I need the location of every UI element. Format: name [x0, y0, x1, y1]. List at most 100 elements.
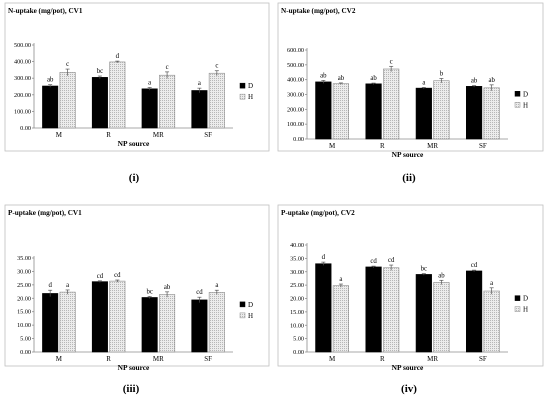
significance-letter: d — [116, 53, 120, 60]
y-tick-label: 30.00 — [17, 268, 31, 275]
bar-d-sf — [465, 86, 483, 140]
significance-letter: bc — [146, 288, 152, 295]
bar-h-sf — [483, 87, 500, 140]
legend-label-h: H — [523, 101, 528, 109]
significance-letter: cd — [471, 262, 478, 269]
legend-label-h: H — [248, 93, 253, 101]
significance-letter: d — [48, 282, 52, 289]
significance-letter: a — [198, 80, 201, 87]
significance-letter: cd — [114, 272, 121, 279]
significance-letter: cd — [97, 273, 104, 280]
bar-d-m — [42, 85, 59, 129]
category-label: MR — [153, 355, 164, 363]
bar-h-sf — [208, 292, 225, 353]
bar-d-sf — [191, 299, 208, 353]
legend-label-h: H — [523, 306, 528, 314]
y-tick-label: 25.00 — [17, 282, 31, 289]
panel-label: (i) — [129, 172, 140, 184]
y-tick-label: 35.00 — [17, 255, 31, 262]
y-tick-label: 0.00 — [20, 125, 31, 132]
bar-d-sf — [191, 90, 208, 129]
bar-d-mr — [415, 274, 432, 353]
category-label: SF — [204, 131, 212, 139]
bar-h-mr — [159, 74, 176, 129]
legend-swatch-d — [239, 301, 246, 308]
x-axis-title: NP source — [118, 139, 150, 148]
significance-letter: a — [215, 282, 218, 289]
y-tick-label: 30.00 — [290, 269, 304, 276]
chart-title: P-uptake (mg/pot), CV1 — [8, 209, 82, 217]
significance-letter: c — [66, 61, 69, 68]
bar-d-mr — [141, 297, 158, 353]
significance-letter: cd — [196, 289, 203, 296]
category-label: R — [380, 355, 385, 363]
significance-letter: ab — [438, 272, 445, 279]
significance-letter: a — [339, 276, 342, 283]
y-tick-label: 500.00 — [287, 62, 304, 69]
y-tick-label: 0.00 — [293, 349, 304, 356]
y-tick-label: 500.00 — [14, 42, 31, 49]
significance-letter: ab — [338, 75, 345, 82]
panel-label: (iv) — [401, 383, 417, 395]
bar-d-m — [42, 293, 59, 353]
y-tick-label: 20.00 — [17, 295, 31, 302]
significance-letter: bc — [421, 266, 427, 273]
significance-letter: c — [215, 63, 218, 70]
y-tick-label: 400.00 — [287, 77, 304, 84]
bar-d-sf — [465, 270, 483, 353]
significance-letter: ab — [370, 75, 377, 82]
bar-h-mr — [433, 282, 450, 353]
bar-h-r — [109, 61, 126, 129]
panel-label: (ii) — [402, 172, 416, 184]
x-axis-title: NP source — [392, 363, 424, 372]
y-tick-label: 40.00 — [290, 242, 304, 249]
x-axis-title: NP source — [118, 363, 150, 372]
category-label: MR — [153, 131, 164, 139]
bar-h-mr — [159, 294, 176, 353]
y-tick-label: 15.00 — [17, 309, 31, 316]
category-label: R — [380, 142, 385, 150]
y-tick-label: 200.00 — [287, 106, 304, 113]
legend-swatch-d — [239, 82, 246, 89]
y-tick-label: 5.00 — [293, 336, 304, 343]
y-tick-label: 200.00 — [14, 92, 31, 99]
category-label: M — [56, 355, 63, 363]
category-label: SF — [479, 142, 487, 150]
significance-letter: cd — [388, 257, 395, 264]
y-tick-label: 25.00 — [290, 282, 304, 289]
legend-swatch-h — [514, 306, 521, 312]
panel-label: (iii) — [123, 383, 140, 395]
y-tick-label: 35.00 — [290, 255, 304, 262]
category-label: SF — [204, 355, 212, 363]
significance-letter: c — [166, 64, 169, 71]
bar-d-r — [91, 77, 108, 129]
bar-d-r — [365, 266, 382, 353]
y-tick-label: 600.00 — [287, 47, 304, 54]
bar-d-r — [91, 281, 108, 353]
significance-letter: bc — [97, 68, 103, 75]
bar-d-m — [315, 263, 332, 353]
chart-panel-2: N-uptake (mg/pot), CV2 0.00 100.00 200.00 30… — [277, 2, 544, 184]
legend-swatch-h — [239, 93, 246, 100]
y-tick-label: 300.00 — [287, 92, 304, 99]
category-label: R — [106, 131, 111, 139]
x-axis-title: NP source — [392, 150, 424, 159]
bar-h-r — [109, 280, 126, 353]
legend-label-d: D — [523, 90, 528, 98]
chart-title: N-uptake (mg/pot), CV1 — [8, 7, 83, 15]
chart-panel-1: N-uptake (mg/pot), CV1 0.00 100.00 200.00 30… — [4, 2, 270, 184]
y-tick-label: 5.00 — [20, 336, 31, 343]
chart-title: P-uptake (mg/pot), CV2 — [281, 209, 355, 217]
y-tick-label: 20.00 — [290, 296, 304, 303]
category-label: M — [56, 131, 63, 139]
chart-panel-4: P-uptake (mg/pot), CV2 0.00 5.00 10.00 15.00… — [277, 204, 544, 395]
bar-h-m — [332, 285, 350, 353]
y-tick-label: 300.00 — [14, 75, 31, 82]
y-tick-label: 15.00 — [290, 309, 304, 316]
legend-label-d: D — [523, 295, 528, 303]
y-tick-label: 0.00 — [20, 349, 31, 356]
chart-title: N-uptake (mg/pot), CV2 — [281, 7, 356, 15]
significance-letter: ab — [488, 77, 495, 84]
y-tick-label: 0.00 — [293, 136, 304, 143]
